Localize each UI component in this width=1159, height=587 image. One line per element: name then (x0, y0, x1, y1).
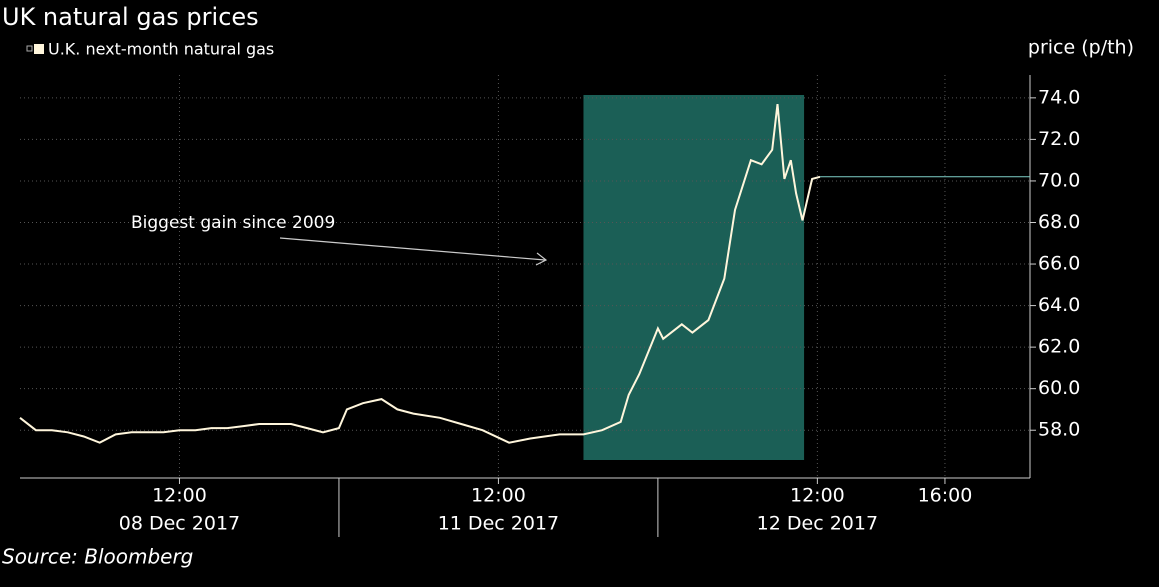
x-tick-label: 12:00 (152, 485, 207, 507)
annotation: Biggest gain since 2009 (131, 213, 335, 233)
y-tick-label: 66.0 (1038, 253, 1080, 275)
source: Source: Bloomberg (2, 545, 193, 569)
legend-label: U.K. next-month natural gas (48, 40, 274, 59)
y-tick-label: 68.0 (1038, 211, 1080, 233)
y-tick-label: 72.0 (1038, 128, 1080, 150)
plot: 58.0 60.0 62.0 64.0 66.0 68.0 70.0 72.0 74.0 12:0… (19, 75, 1080, 537)
y-tick-label: 60.0 (1038, 377, 1080, 399)
y-tick-label: 58.0 (1038, 419, 1080, 441)
annotation-arrow (279, 237, 546, 261)
price-line (19, 103, 821, 444)
x-tick-label: 16:00 (918, 485, 973, 507)
chart-title: UK natural gas prices (2, 3, 259, 31)
y-tick-label: 74.0 (1038, 86, 1080, 108)
x-tick-label: 12:00 (471, 485, 526, 507)
annotation-arrowhead (535, 252, 548, 266)
day-label: 11 Dec 2017 (438, 513, 559, 535)
day-label: 08 Dec 2017 (119, 513, 240, 535)
y-axis-label: price (p/th) (1028, 37, 1134, 59)
y-tick-label: 70.0 (1038, 169, 1080, 191)
highlight-region (583, 95, 805, 460)
y-tick-label: 64.0 (1038, 294, 1080, 316)
legend-swatch (34, 44, 44, 54)
day-label: 12 Dec 2017 (757, 513, 878, 535)
x-tick-label: 12:00 (790, 485, 845, 507)
legend-box (26, 45, 33, 52)
y-tick-label: 62.0 (1038, 336, 1080, 358)
